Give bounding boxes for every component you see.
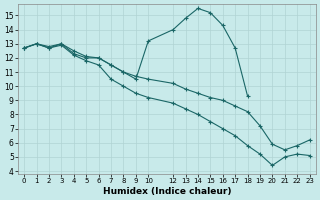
X-axis label: Humidex (Indice chaleur): Humidex (Indice chaleur) xyxy=(103,187,231,196)
